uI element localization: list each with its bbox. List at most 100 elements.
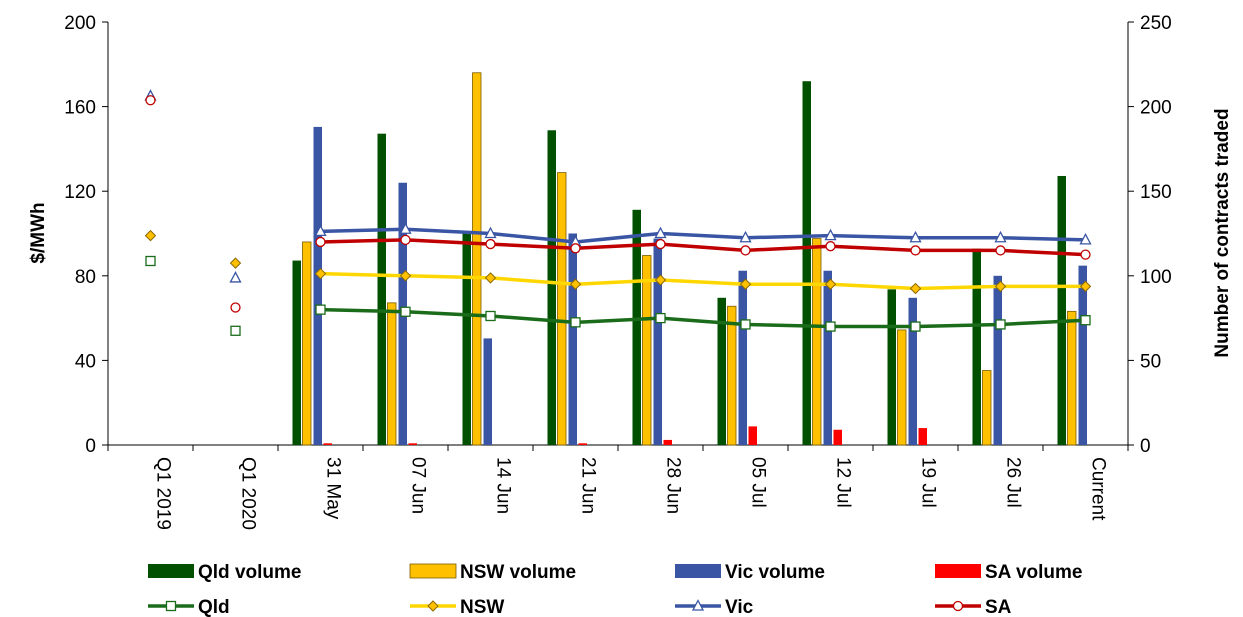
- bar-vic-volume: [993, 275, 1002, 445]
- bar-sa-volume: [833, 429, 842, 445]
- marker-vic: [824, 228, 837, 241]
- marker-nsw: [909, 282, 922, 295]
- legend-label: NSW volume: [460, 562, 576, 583]
- x-tick-label: 21 Jun: [578, 457, 599, 514]
- marker-sa: [145, 95, 156, 106]
- marker-sa: [400, 234, 411, 245]
- y-axis-left-title: $/MWh: [28, 202, 49, 263]
- legend-label: Vic: [725, 597, 754, 617]
- legend-marker-sa: [952, 600, 964, 612]
- bar-vic-volume: [1078, 265, 1087, 445]
- marker-nsw: [229, 257, 242, 269]
- bar-nsw-volume: [897, 329, 907, 446]
- bar-sa-volume: [323, 443, 332, 445]
- bar-sa-volume: [408, 443, 417, 445]
- marker-nsw: [824, 278, 837, 290]
- bar-nsw-volume: [812, 238, 822, 446]
- marker-nsw: [314, 267, 327, 280]
- marker-sa: [485, 238, 496, 250]
- marker-qld: [655, 312, 666, 324]
- bar-vic-volume: [823, 270, 832, 445]
- bar-qld-volume: [802, 81, 811, 445]
- marker-qld: [740, 319, 751, 330]
- bar-vic-volume: [483, 338, 492, 445]
- bar-nsw-volume: [982, 370, 992, 446]
- bar-qld-volume: [632, 209, 641, 445]
- marker-qld: [825, 321, 836, 332]
- marker-sa: [995, 245, 1006, 256]
- marker-nsw: [144, 229, 157, 242]
- legend-marker-nsw: [427, 600, 439, 612]
- x-tick-label: Current: [1088, 457, 1109, 521]
- x-tick-label: 26 Jul: [1003, 457, 1024, 508]
- bar-nsw-volume: [642, 255, 652, 446]
- bar-vic-volume: [313, 126, 322, 446]
- marker-qld: [145, 255, 156, 267]
- legend-label: NSW: [460, 597, 504, 617]
- marker-qld: [315, 304, 326, 315]
- bar-nsw-volume: [302, 241, 312, 446]
- marker-nsw: [569, 278, 582, 290]
- x-tick-label: 12 Jul: [833, 457, 854, 508]
- bar-sa-volume: [918, 428, 927, 445]
- legend-marker-qld: [165, 600, 177, 612]
- marker-sa: [315, 236, 326, 248]
- bar-qld-volume: [292, 260, 301, 445]
- bar-nsw-volume: [727, 305, 737, 446]
- y2-tick-label: 100: [1140, 267, 1172, 288]
- y2-tick-label: 0: [1140, 436, 1151, 457]
- legend-label: SA volume: [985, 562, 1083, 583]
- bars: [292, 72, 1087, 446]
- marker-nsw: [739, 278, 752, 290]
- lines: [144, 89, 1092, 336]
- y-axis-right-title: Number of contracts traded: [1212, 108, 1233, 357]
- marker-vic: [994, 230, 1007, 243]
- marker-nsw: [1079, 280, 1092, 293]
- x-tick-label: 19 Jul: [918, 457, 939, 508]
- y-tick-label: 0: [85, 436, 96, 457]
- legend-marker-vic: [691, 599, 705, 611]
- bar-qld-volume: [462, 233, 471, 445]
- line-qld: [320, 307, 1086, 329]
- y-tick-label: 40: [75, 351, 96, 372]
- y-tick-label: 80: [75, 267, 96, 288]
- legend-label: Qld: [198, 597, 230, 617]
- legend-label: SA: [985, 597, 1012, 617]
- marker-vic: [1079, 232, 1092, 245]
- x-tick-label: 05 Jul: [748, 457, 769, 508]
- marker-nsw: [484, 272, 497, 284]
- line-vic: [320, 227, 1086, 244]
- marker-vic: [484, 226, 497, 239]
- marker-qld: [400, 306, 411, 317]
- bar-qld-volume: [887, 289, 896, 445]
- bar-nsw-volume: [1067, 310, 1077, 446]
- x-ticks: Q1 2019 Q1 2020 31 May 07 Jun 14 Jun 21 Jun 28…: [107, 445, 1129, 530]
- y2-tick-label: 50: [1140, 351, 1161, 372]
- marker-sa: [1080, 249, 1091, 260]
- marker-nsw: [994, 280, 1007, 293]
- marker-vic: [654, 226, 667, 239]
- marker-qld: [995, 319, 1006, 330]
- marker-sa: [570, 243, 581, 254]
- legend-swatch: [148, 564, 194, 578]
- legend: Qld volume NSW volume Vic volume SA volume Q…: [148, 562, 1083, 617]
- marker-qld: [1080, 315, 1091, 326]
- bar-sa-volume: [663, 439, 672, 445]
- bar-nsw-volume: [387, 302, 397, 446]
- bar-qld-volume: [547, 130, 556, 445]
- bar-qld-volume: [377, 133, 386, 445]
- marker-qld: [485, 310, 496, 322]
- y2-tick-label: 250: [1140, 13, 1172, 34]
- marker-vic: [399, 222, 412, 234]
- y2-tick-label: 200: [1140, 98, 1172, 119]
- marker-qld: [910, 321, 921, 332]
- marker-sa: [910, 245, 921, 256]
- line-sa: [320, 238, 1086, 257]
- bar-qld-volume: [717, 297, 726, 445]
- marker-sa: [655, 238, 666, 250]
- y-tick-label: 200: [64, 13, 96, 34]
- marker-qld: [230, 325, 241, 336]
- bar-vic-volume: [908, 297, 917, 445]
- marker-sa: [740, 245, 751, 256]
- x-tick-label: Q1 2019: [153, 457, 174, 530]
